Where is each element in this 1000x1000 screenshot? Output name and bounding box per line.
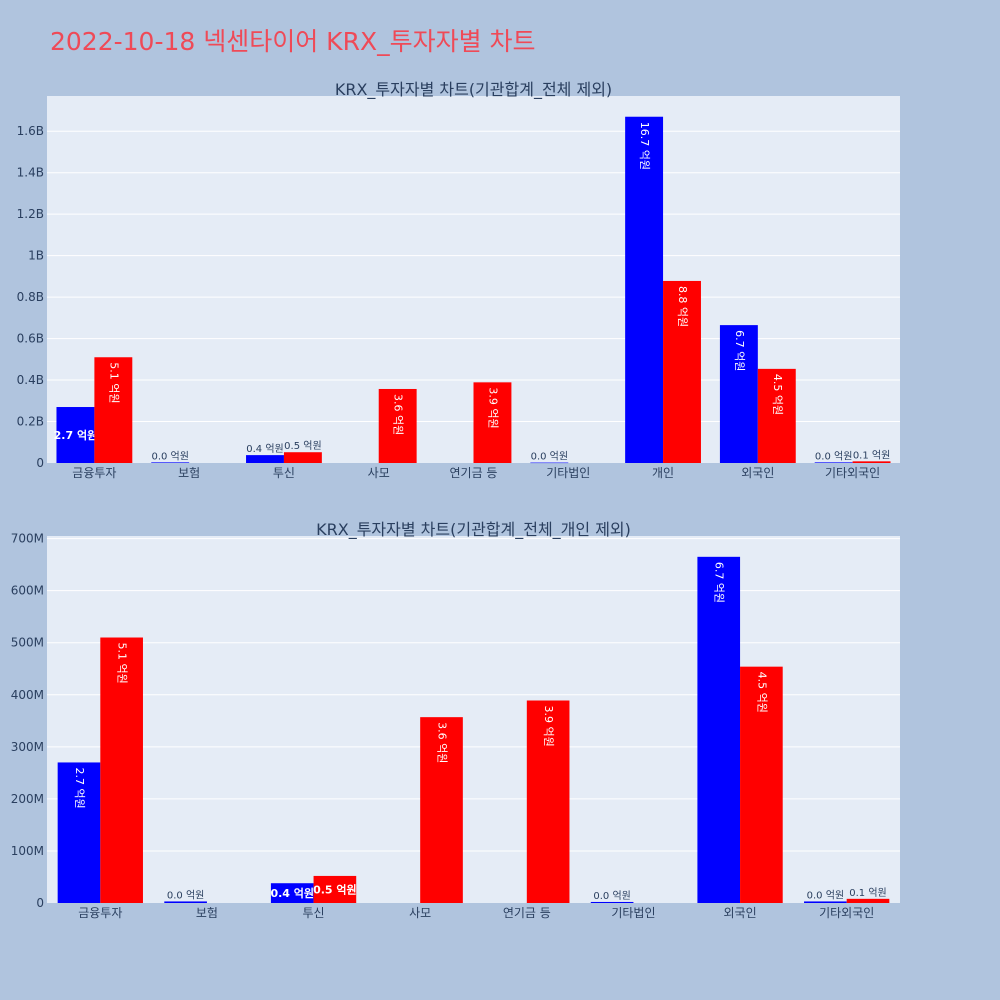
bar-value-label: 0.1 억원	[853, 449, 890, 461]
chart-bottom: 0 100M 200M 300M 400M 500M 600M 700M KRX_투자자별 차트…	[11, 520, 900, 920]
bar-value-label: 5.1 억원	[107, 362, 120, 403]
bar-value-label: 4.5 억원	[771, 374, 784, 415]
bar-value-label: 2.7 억원	[73, 767, 86, 808]
x-tick-label: 연기금 등	[503, 906, 551, 920]
bar	[804, 901, 847, 903]
bar	[420, 717, 463, 903]
y-tick-label: 100M	[11, 844, 44, 858]
bar	[526, 700, 570, 903]
x-tick-label: 투신	[303, 906, 325, 920]
y-tick-label: 400M	[11, 688, 44, 702]
y-tick-label: 0	[36, 456, 44, 470]
x-tick-label: 금융투자	[78, 906, 122, 920]
bar	[740, 666, 783, 903]
bar	[530, 462, 569, 464]
y-tick-label: 0.6B	[17, 332, 44, 346]
bar	[100, 637, 143, 903]
chart-title: KRX_투자자별 차트(기관합계_전체 제외)	[335, 80, 612, 100]
bar	[719, 325, 758, 463]
bar	[846, 898, 890, 903]
bar-value-label: 0.0 억원	[151, 450, 188, 462]
bar	[313, 875, 357, 903]
x-tick-label: 투신	[273, 466, 295, 480]
chart-title: KRX_투자자별 차트(기관합계_전체_개인 제외)	[316, 520, 631, 540]
x-tick-label: 기타외국인	[819, 906, 874, 920]
y-tick-label: 1B	[28, 249, 44, 263]
y-tick-label: 300M	[11, 740, 44, 754]
bar	[57, 762, 101, 903]
bar	[283, 452, 322, 463]
bar	[625, 116, 664, 463]
x-tick-label: 기타법인	[546, 466, 590, 480]
bar-value-label: 4.5 억원	[755, 672, 768, 713]
x-tick-label: 사모	[368, 466, 390, 480]
y-tick-label: 200M	[11, 792, 44, 806]
bar-value-label: 0.0 억원	[167, 889, 204, 901]
bar	[56, 407, 95, 463]
bar-value-label: 3.6 억원	[392, 394, 405, 435]
bar	[757, 368, 796, 463]
x-tick-label: 외국인	[741, 466, 774, 480]
bar	[663, 280, 701, 463]
bar	[246, 455, 284, 463]
y-tick-label: 500M	[11, 636, 44, 650]
bar	[697, 556, 741, 903]
bar-value-label: 0.0 억원	[815, 450, 852, 462]
bar-value-label: 0.0 억원	[807, 889, 844, 901]
x-tick-label: 기타외국인	[825, 466, 880, 480]
bar-value-label: 3.9 억원	[486, 387, 499, 428]
bar-value-label: 8.8 억원	[676, 286, 689, 327]
bar	[473, 382, 512, 463]
bar-value-label: 3.6 억원	[436, 722, 449, 763]
x-tick-label: 연기금 등	[450, 466, 498, 480]
bar-value-label: 3.9 억원	[542, 705, 555, 746]
x-tick-label: 보험	[178, 466, 200, 480]
bar	[814, 462, 853, 463]
y-tick-label: 0	[36, 896, 44, 910]
bar-value-label: 0.5 억원	[313, 882, 357, 896]
y-tick-label: 700M	[11, 532, 44, 546]
x-tick-label: 보험	[196, 906, 218, 920]
bar-value-label: 0.0 억원	[531, 451, 568, 463]
x-tick-label: 사모	[409, 906, 431, 920]
y-tick-label: 0.4B	[17, 373, 44, 387]
y-tick-label: 1.2B	[17, 207, 44, 221]
y-tick-label: 0.8B	[17, 290, 44, 304]
y-tick-label: 1.6B	[17, 124, 44, 138]
bar-value-label: 0.0 억원	[593, 890, 630, 902]
x-tick-label: 금융투자	[72, 466, 116, 480]
bar-value-label: 2.7 억원	[54, 428, 98, 442]
bar-value-label: 0.1 억원	[849, 887, 886, 899]
x-tick-label: 개인	[652, 466, 674, 480]
bar	[270, 883, 314, 903]
x-tick-label: 외국인	[724, 906, 757, 920]
bar-value-label: 0.4 억원	[270, 886, 314, 900]
bar	[590, 901, 634, 903]
bar-value-label: 6.7 억원	[733, 330, 746, 371]
bar-value-label: 16.7 억원	[638, 122, 651, 170]
chart-top: 0 0.2B 0.4B 0.6B 0.8B 1B 1.2B 1.4B 1.6B KRX_투자자별 …	[17, 80, 900, 480]
y-tick-label: 1.4B	[17, 166, 44, 180]
y-tick-label: 600M	[11, 584, 44, 598]
bar-value-label: 0.4 억원	[246, 443, 283, 455]
bar	[94, 357, 133, 463]
bar-value-label: 5.1 억원	[116, 643, 129, 684]
bar	[164, 901, 207, 903]
bar	[852, 461, 891, 463]
bar	[378, 388, 417, 463]
bar-value-label: 6.7 억원	[713, 562, 726, 603]
bar-value-label: 0.5 억원	[284, 440, 321, 452]
page-title: 2022-10-18 넥센타이어 KRX_투자자별 차트	[50, 27, 536, 56]
x-tick-label: 기타법인	[611, 906, 655, 920]
y-tick-label: 0.2B	[17, 415, 44, 429]
bar	[151, 462, 190, 463]
